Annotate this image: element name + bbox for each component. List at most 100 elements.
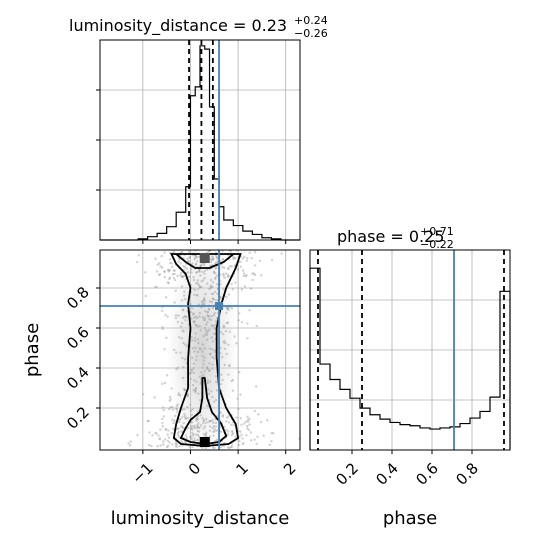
scatter-point — [183, 440, 187, 444]
scatter-point — [202, 421, 205, 425]
scatter-point — [211, 281, 215, 284]
scatter-point — [186, 393, 190, 396]
scatter-point — [183, 265, 187, 269]
scatter-point — [205, 331, 209, 334]
scatter-point — [198, 270, 201, 273]
scatter-point — [193, 336, 197, 340]
scatter-point — [195, 323, 198, 327]
scatter-point — [216, 298, 219, 302]
scatter-point — [190, 435, 193, 439]
scatter-point — [180, 408, 184, 411]
scatter-point — [216, 274, 219, 277]
scatter-point — [254, 385, 258, 388]
scatter-point — [225, 307, 229, 310]
phase-hist-frame — [309, 249, 511, 451]
scatter-point — [190, 427, 193, 431]
scatter-point — [185, 315, 188, 319]
scatter-point — [222, 274, 225, 278]
scatter-point — [208, 264, 212, 267]
scatter-point — [230, 264, 233, 268]
scatter-point — [186, 426, 189, 430]
scatter-point — [213, 428, 216, 431]
scatter-point — [192, 320, 195, 324]
scatter-point — [194, 389, 197, 392]
scatter-point — [194, 346, 197, 349]
scatter-point — [227, 308, 230, 312]
scatter-point — [155, 285, 158, 289]
scatter-point — [189, 368, 193, 372]
scatter-point — [192, 379, 196, 382]
scatter-point — [190, 317, 193, 320]
scatter-point — [214, 398, 218, 402]
scatter-point — [172, 276, 176, 280]
scatter-point — [251, 272, 254, 275]
scatter-point — [163, 275, 167, 279]
scatter-point — [150, 444, 153, 448]
scatter-point — [169, 398, 172, 401]
scatter-point — [210, 292, 214, 296]
scatter-point — [215, 389, 219, 392]
scatter-point — [214, 276, 217, 279]
scatter-point — [197, 283, 201, 287]
scatter-point — [193, 289, 197, 292]
scatter-point — [196, 279, 199, 282]
scatter-point — [221, 250, 224, 253]
scatter-point — [242, 272, 246, 275]
scatter-point — [184, 318, 187, 322]
scatter-point — [178, 417, 181, 421]
scatter-point — [268, 443, 272, 446]
scatter-point — [222, 332, 225, 336]
scatter-point — [183, 412, 186, 416]
scatter-point — [186, 257, 189, 261]
scatter-point — [191, 428, 194, 431]
scatter-point — [193, 320, 196, 324]
scatter-point — [196, 350, 200, 354]
scatter-point — [214, 272, 217, 275]
scatter-point — [168, 276, 172, 279]
scatter-point — [246, 427, 249, 430]
scatter-point — [211, 426, 214, 430]
scatter-point — [178, 445, 181, 448]
scatter-point — [203, 369, 206, 373]
scatter-point — [209, 419, 212, 423]
scatter-point — [202, 298, 206, 301]
scatter-point — [211, 285, 214, 288]
scatter-point — [206, 282, 209, 285]
scatter-point — [192, 313, 195, 316]
scatter-point — [159, 265, 162, 268]
scatter-point — [129, 440, 132, 443]
scatter-point — [203, 276, 206, 280]
scatter-point — [234, 281, 237, 284]
scatter-point — [196, 415, 200, 418]
scatter-point — [240, 433, 243, 436]
scatter-point — [165, 445, 169, 449]
scatter-point — [176, 320, 180, 324]
scatter-point — [168, 277, 171, 281]
scatter-point — [163, 251, 166, 254]
scatter-point — [213, 311, 216, 315]
scatter-point — [201, 354, 204, 358]
scatter-point — [192, 275, 195, 279]
scatter-point — [187, 250, 191, 253]
scatter-point — [207, 369, 211, 373]
scatter-point — [240, 320, 244, 324]
scatter-point — [194, 315, 198, 318]
scatter-point — [212, 430, 215, 434]
scatter-point — [225, 311, 228, 315]
scatter-point — [256, 435, 259, 439]
scatter-point — [221, 258, 225, 261]
scatter-point — [237, 407, 240, 411]
scatter-point — [168, 441, 171, 444]
scatter-point — [213, 446, 216, 450]
scatter-point — [199, 424, 203, 427]
scatter-point — [201, 262, 204, 265]
scatter-point — [257, 413, 260, 416]
scatter-point — [188, 435, 192, 439]
scatter-point — [155, 270, 159, 273]
scatter-point — [197, 341, 200, 345]
scatter-point — [192, 319, 196, 323]
scatter-point — [191, 339, 194, 342]
scatter-point — [180, 424, 183, 428]
scatter-point — [192, 287, 195, 290]
